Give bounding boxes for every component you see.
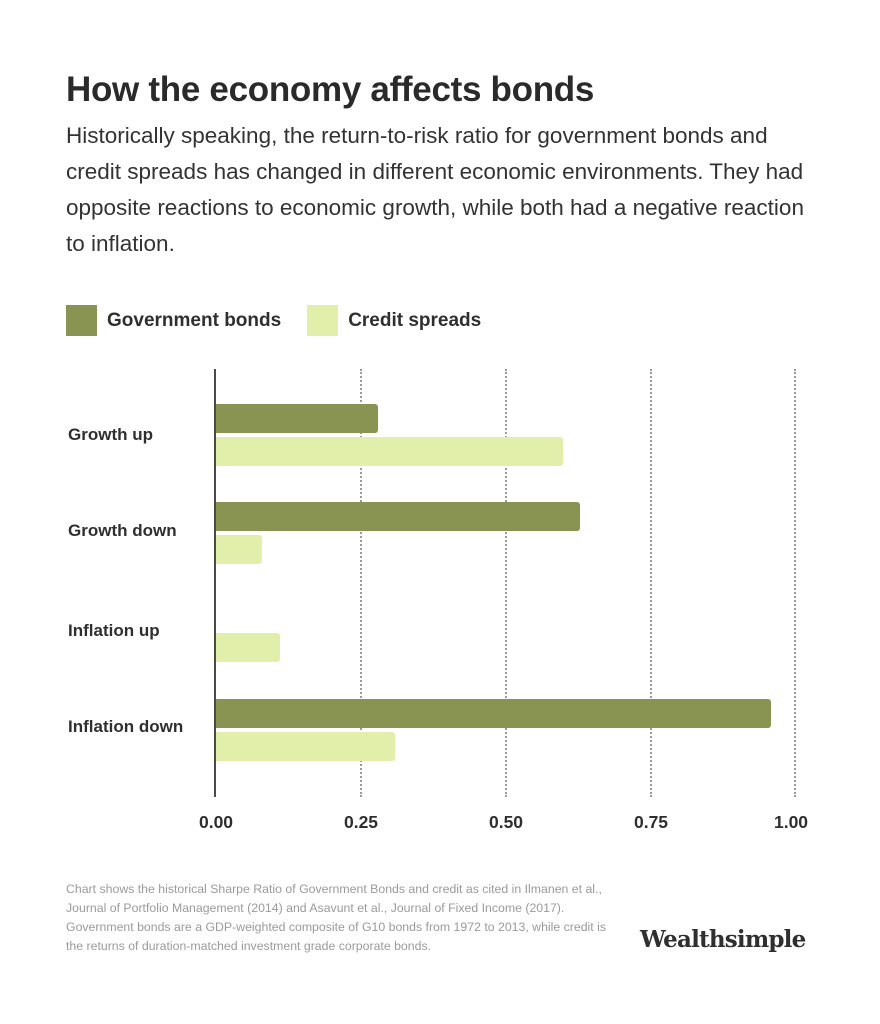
legend-label: Government bonds xyxy=(107,309,282,331)
x-tick-label: 0.00 xyxy=(198,812,234,832)
bar-growth-up-government-bonds xyxy=(216,404,378,433)
chart-legend: Government bonds Credit spreads xyxy=(66,305,507,336)
legend-label: Credit spreads xyxy=(348,309,482,331)
x-tick-label: 0.25 xyxy=(343,812,379,832)
chart-subtitle: Historically speaking, the return-to-ris… xyxy=(66,123,804,256)
legend-item-credit-spreads: Credit spreads xyxy=(307,305,481,336)
bar-chart: Growth up Growth down Inflation up Infla… xyxy=(68,369,809,832)
bar-inflation-up-credit-spreads xyxy=(216,633,280,662)
credit-spreads-swatch xyxy=(307,305,339,336)
category-label-inflation-up: Inflation up xyxy=(68,621,160,640)
bar-inflation-down-credit-spreads xyxy=(216,732,395,761)
bar-growth-down-credit-spreads xyxy=(216,535,262,564)
x-tick-label: 0.75 xyxy=(633,812,669,832)
gridline-0.75 xyxy=(650,369,652,797)
gridline-1.00 xyxy=(794,369,796,797)
category-label-inflation-down: Inflation down xyxy=(68,717,184,736)
legend-item-government-bonds: Government bonds xyxy=(66,305,281,336)
gridline-0.25 xyxy=(360,369,362,797)
wealthsimple-logo: Wealthsimple xyxy=(640,926,806,953)
x-tick-label: 0.50 xyxy=(488,812,524,832)
footnote: Chart shows the historical Sharpe Ratio … xyxy=(66,882,606,953)
bar-growth-down-government-bonds xyxy=(216,502,580,531)
category-label-growth-down: Growth down xyxy=(68,521,177,540)
category-label-growth-up: Growth up xyxy=(68,425,153,444)
x-tick-label: 1.00 xyxy=(773,812,809,832)
chart-title: How the economy affects bonds xyxy=(66,70,595,109)
bar-growth-up-credit-spreads xyxy=(216,437,563,466)
y-axis-line xyxy=(214,369,216,797)
gridline-0.50 xyxy=(505,369,507,797)
government-bonds-swatch xyxy=(66,305,97,336)
bar-inflation-down-government-bonds xyxy=(216,699,771,728)
